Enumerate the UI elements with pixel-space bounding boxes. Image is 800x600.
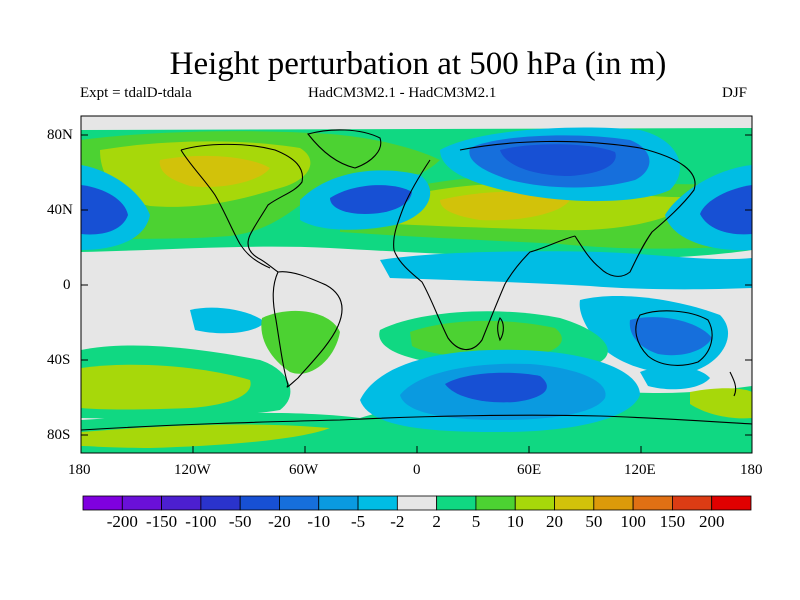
colorbar-label: 2	[432, 512, 441, 531]
lon-label-60w: 60W	[289, 462, 319, 478]
coastline-new-zealand	[729, 371, 737, 397]
model-comparison-label: HadCM3M2.1 - HadCM3M2.1	[308, 85, 497, 101]
colorbar-swatch	[514, 495, 555, 511]
positive-anomaly-southern-ocean-strong	[81, 424, 330, 448]
negative-anomaly-siberia-core	[500, 144, 616, 176]
colorbar-swatch	[711, 495, 752, 511]
colorbar-swatch	[200, 495, 241, 511]
colorbar-label: 200	[698, 512, 725, 531]
colorbar-swatch	[357, 495, 398, 511]
colorbar-label: -150	[145, 512, 178, 531]
negative-anomaly-south-indian-ocean-core	[445, 372, 547, 403]
positive-anomaly-north-america-core	[159, 155, 270, 188]
positive-anomaly-south-pacific-strong	[81, 364, 251, 410]
season-label: DJF	[722, 85, 748, 101]
lat-label-equator: 0	[63, 277, 71, 293]
colorbar-swatch	[672, 495, 713, 511]
colorbar-label: 10	[506, 512, 524, 531]
colorbar-swatch	[436, 495, 477, 511]
coastlines	[81, 129, 752, 431]
experiment-label: Expt = tdalD-tdala	[80, 85, 192, 101]
colorbar-label: 150	[659, 512, 686, 531]
lon-label-120w: 120W	[174, 462, 211, 478]
colorbar-swatch	[318, 495, 359, 511]
coastline-north-america	[180, 143, 304, 273]
colorbar-swatch	[554, 495, 595, 511]
coastline-alaska-west	[180, 149, 271, 269]
lat-label-80s: 80S	[47, 427, 71, 443]
colorbar-label: -5	[350, 512, 366, 531]
colorbar-swatch	[593, 495, 634, 511]
colorbar-label: -100	[185, 512, 217, 531]
colorbar-swatch	[632, 495, 673, 511]
colorbar-label: -10	[307, 512, 331, 531]
coastline-australia	[635, 310, 713, 366]
negative-anomaly-north-atlantic-core	[330, 185, 412, 214]
height-perturbation-field	[81, 116, 752, 453]
lon-label-0: 0	[413, 462, 421, 478]
colorbar-swatch	[161, 495, 202, 511]
positive-anomaly-eurasia-core	[440, 191, 570, 221]
negative-anomaly-east-pacific	[190, 307, 265, 334]
colorbar-label: 5	[471, 512, 481, 531]
colorbar-label: -50	[228, 512, 252, 531]
coastline-greenland	[307, 129, 382, 169]
colorbar-swatch	[239, 495, 280, 511]
colorbar-swatch	[82, 495, 123, 511]
coastline-asia	[459, 140, 696, 277]
colorbar-swatch	[121, 495, 162, 511]
coastline-south-america	[272, 271, 343, 388]
colorbar-label: -2	[390, 512, 405, 531]
coastline-europe-africa	[393, 159, 576, 351]
lon-label-180-east: 180	[740, 462, 763, 478]
lat-label-40s: 40S	[47, 352, 71, 368]
lon-label-180-west: 180	[68, 462, 91, 478]
colorbar	[82, 495, 752, 511]
coastline-madagascar	[497, 317, 504, 342]
colorbar-label: -200	[106, 512, 138, 531]
positive-anomaly-south-atlantic-strong	[410, 320, 562, 358]
colorbar-swatch	[279, 495, 320, 511]
colorbar-label: 50	[585, 512, 603, 531]
lat-label-40n: 40N	[47, 202, 73, 218]
colorbar-label: -20	[268, 512, 291, 531]
lat-label-80n: 80N	[47, 127, 73, 143]
colorbar-label: 20	[546, 512, 564, 531]
colorbar-swatch	[475, 495, 516, 511]
negative-anomaly-north-pacific-east-core	[700, 185, 752, 235]
negative-anomaly-tropical-band	[380, 251, 752, 290]
lon-label-60e: 60E	[517, 462, 542, 478]
positive-anomaly-southern-ocean-east	[690, 388, 752, 419]
coastline-antarctica	[81, 414, 752, 431]
lon-label-120e: 120E	[624, 462, 656, 478]
negative-anomaly-south-pacific-east	[640, 366, 710, 390]
colorbar-label: 100	[620, 512, 646, 531]
colorbar-swatch	[396, 495, 438, 511]
positive-anomaly-south-america	[261, 310, 340, 374]
negative-anomaly-north-pacific-west-core	[81, 185, 128, 235]
negative-anomaly-indonesia-core	[629, 317, 712, 356]
map-ticks	[81, 134, 752, 453]
plot-title: Height perturbation at 500 hPa (in m)	[169, 46, 667, 82]
